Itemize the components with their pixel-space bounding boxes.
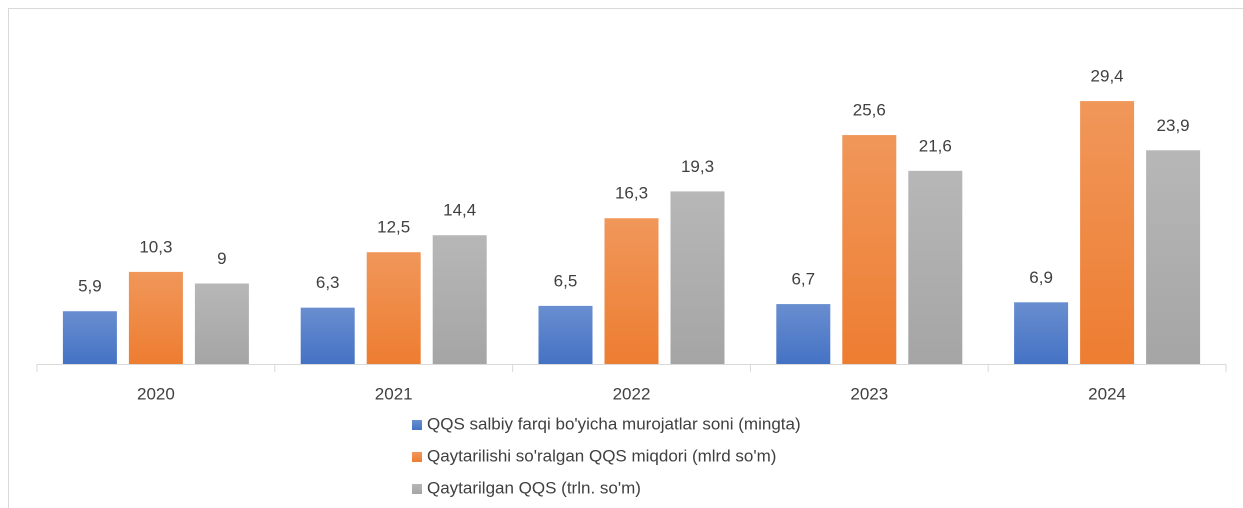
legend-swatch bbox=[412, 484, 422, 494]
legend-swatch bbox=[412, 452, 422, 462]
data-label: 6,7 bbox=[791, 270, 815, 289]
chart-frame bbox=[8, 8, 1243, 508]
bar bbox=[366, 252, 421, 364]
x-tick-label: 2024 bbox=[1088, 384, 1126, 403]
data-label: 6,3 bbox=[316, 273, 340, 292]
bar bbox=[194, 283, 249, 364]
x-tick-label: 2023 bbox=[850, 384, 888, 403]
data-label: 6,9 bbox=[1029, 268, 1053, 287]
data-label: 9 bbox=[217, 249, 226, 268]
data-label: 21,6 bbox=[919, 136, 952, 155]
bar bbox=[776, 304, 831, 364]
data-label: 5,9 bbox=[78, 277, 102, 296]
data-label: 14,4 bbox=[443, 201, 476, 220]
bar bbox=[842, 135, 897, 364]
bar bbox=[1014, 302, 1069, 364]
bar bbox=[300, 307, 355, 364]
bar bbox=[670, 191, 725, 364]
x-tick-label: 2020 bbox=[137, 384, 175, 403]
bar bbox=[1080, 101, 1135, 364]
legend-label: Qaytarilishi so'ralgan QQS miqdori (mlrd… bbox=[427, 446, 776, 465]
data-label: 16,3 bbox=[615, 184, 648, 203]
bar bbox=[604, 218, 659, 364]
bar bbox=[538, 305, 593, 364]
data-label: 12,5 bbox=[377, 218, 410, 237]
legend-swatch bbox=[412, 420, 422, 430]
x-tick-label: 2022 bbox=[613, 384, 651, 403]
bar bbox=[128, 271, 183, 364]
data-label: 19,3 bbox=[681, 157, 714, 176]
data-label: 6,5 bbox=[554, 271, 578, 290]
x-tick-label: 2021 bbox=[375, 384, 413, 403]
legend-label: QQS salbiy farqi bo'yicha murojatlar son… bbox=[427, 414, 801, 433]
bar bbox=[1146, 150, 1201, 364]
legend-label: Qaytarilgan QQS (trln. so'm) bbox=[427, 478, 641, 497]
data-label: 29,4 bbox=[1091, 67, 1124, 86]
data-label: 10,3 bbox=[139, 237, 172, 256]
data-label: 25,6 bbox=[853, 101, 886, 120]
bar bbox=[62, 311, 117, 364]
bar bbox=[432, 235, 487, 364]
bar bbox=[908, 170, 963, 364]
data-label: 23,9 bbox=[1157, 116, 1190, 135]
